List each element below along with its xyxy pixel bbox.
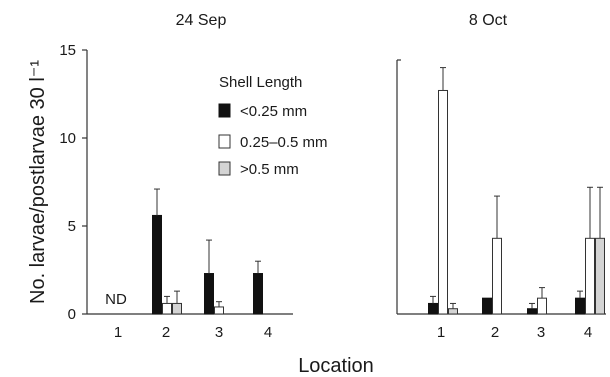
- right-x-tick-labels: 1 2 3 4: [437, 324, 592, 341]
- legend-swatch-medium: [218, 134, 231, 149]
- bar-medium-loc3: [214, 306, 224, 315]
- y-tick-label-0: 0: [68, 306, 76, 323]
- bar-small-loc2: [482, 297, 492, 315]
- bar-large-loc2: [172, 302, 182, 315]
- y-axis-title: No. larvae/postlarvae 30 l⁻¹: [27, 60, 49, 304]
- bar-small-loc3: [527, 308, 537, 315]
- legend-swatch-large: [218, 161, 231, 176]
- bar-small-loc4: [575, 297, 585, 315]
- left-panel-title: 24 Sep: [176, 12, 227, 29]
- bar-medium-loc4: [585, 237, 595, 315]
- y-tick-label-5: 5: [68, 218, 76, 235]
- bar-small-loc2: [152, 214, 162, 315]
- x-tick-label: 4: [264, 324, 272, 341]
- bar-large-loc4: [595, 237, 605, 315]
- legend-label-medium: 0.25–0.5 mm: [240, 134, 328, 151]
- legend: Shell Length <0.25 mm 0.25–0.5 mm >0.5 m…: [218, 74, 328, 178]
- x-tick-label: 3: [215, 324, 223, 341]
- bar-large-loc1: [448, 308, 458, 315]
- legend-label-large: >0.5 mm: [240, 161, 299, 178]
- bar-small-loc1: [428, 302, 438, 315]
- bars: [152, 67, 605, 315]
- y-tick-label-15: 15: [59, 42, 76, 59]
- left-x-tick-labels: 1 2 3 4: [114, 324, 272, 341]
- legend-title: Shell Length: [219, 74, 302, 91]
- x-tick-label: 3: [537, 324, 545, 341]
- x-tick-label: 2: [491, 324, 499, 341]
- y-axis: 15 10 5 0: [59, 42, 88, 323]
- bar-medium-loc1: [438, 89, 448, 315]
- legend-label-small: <0.25 mm: [240, 103, 307, 120]
- bar-medium-loc2: [492, 237, 502, 315]
- nd-annotation: ND: [105, 291, 127, 308]
- x-tick-label: 2: [162, 324, 170, 341]
- x-axis-title: Location: [298, 355, 374, 377]
- y-tick-label-10: 10: [59, 130, 76, 147]
- bar-small-loc3: [204, 273, 214, 315]
- x-tick-label: 1: [114, 324, 122, 341]
- x-tick-label: 4: [584, 324, 592, 341]
- bar-medium-loc3: [537, 297, 547, 315]
- legend-swatch-small: [218, 103, 231, 118]
- x-tick-label: 1: [437, 324, 445, 341]
- bar-medium-loc2: [162, 302, 172, 315]
- right-panel-title: 8 Oct: [469, 12, 508, 29]
- bar-small-loc4: [253, 273, 263, 315]
